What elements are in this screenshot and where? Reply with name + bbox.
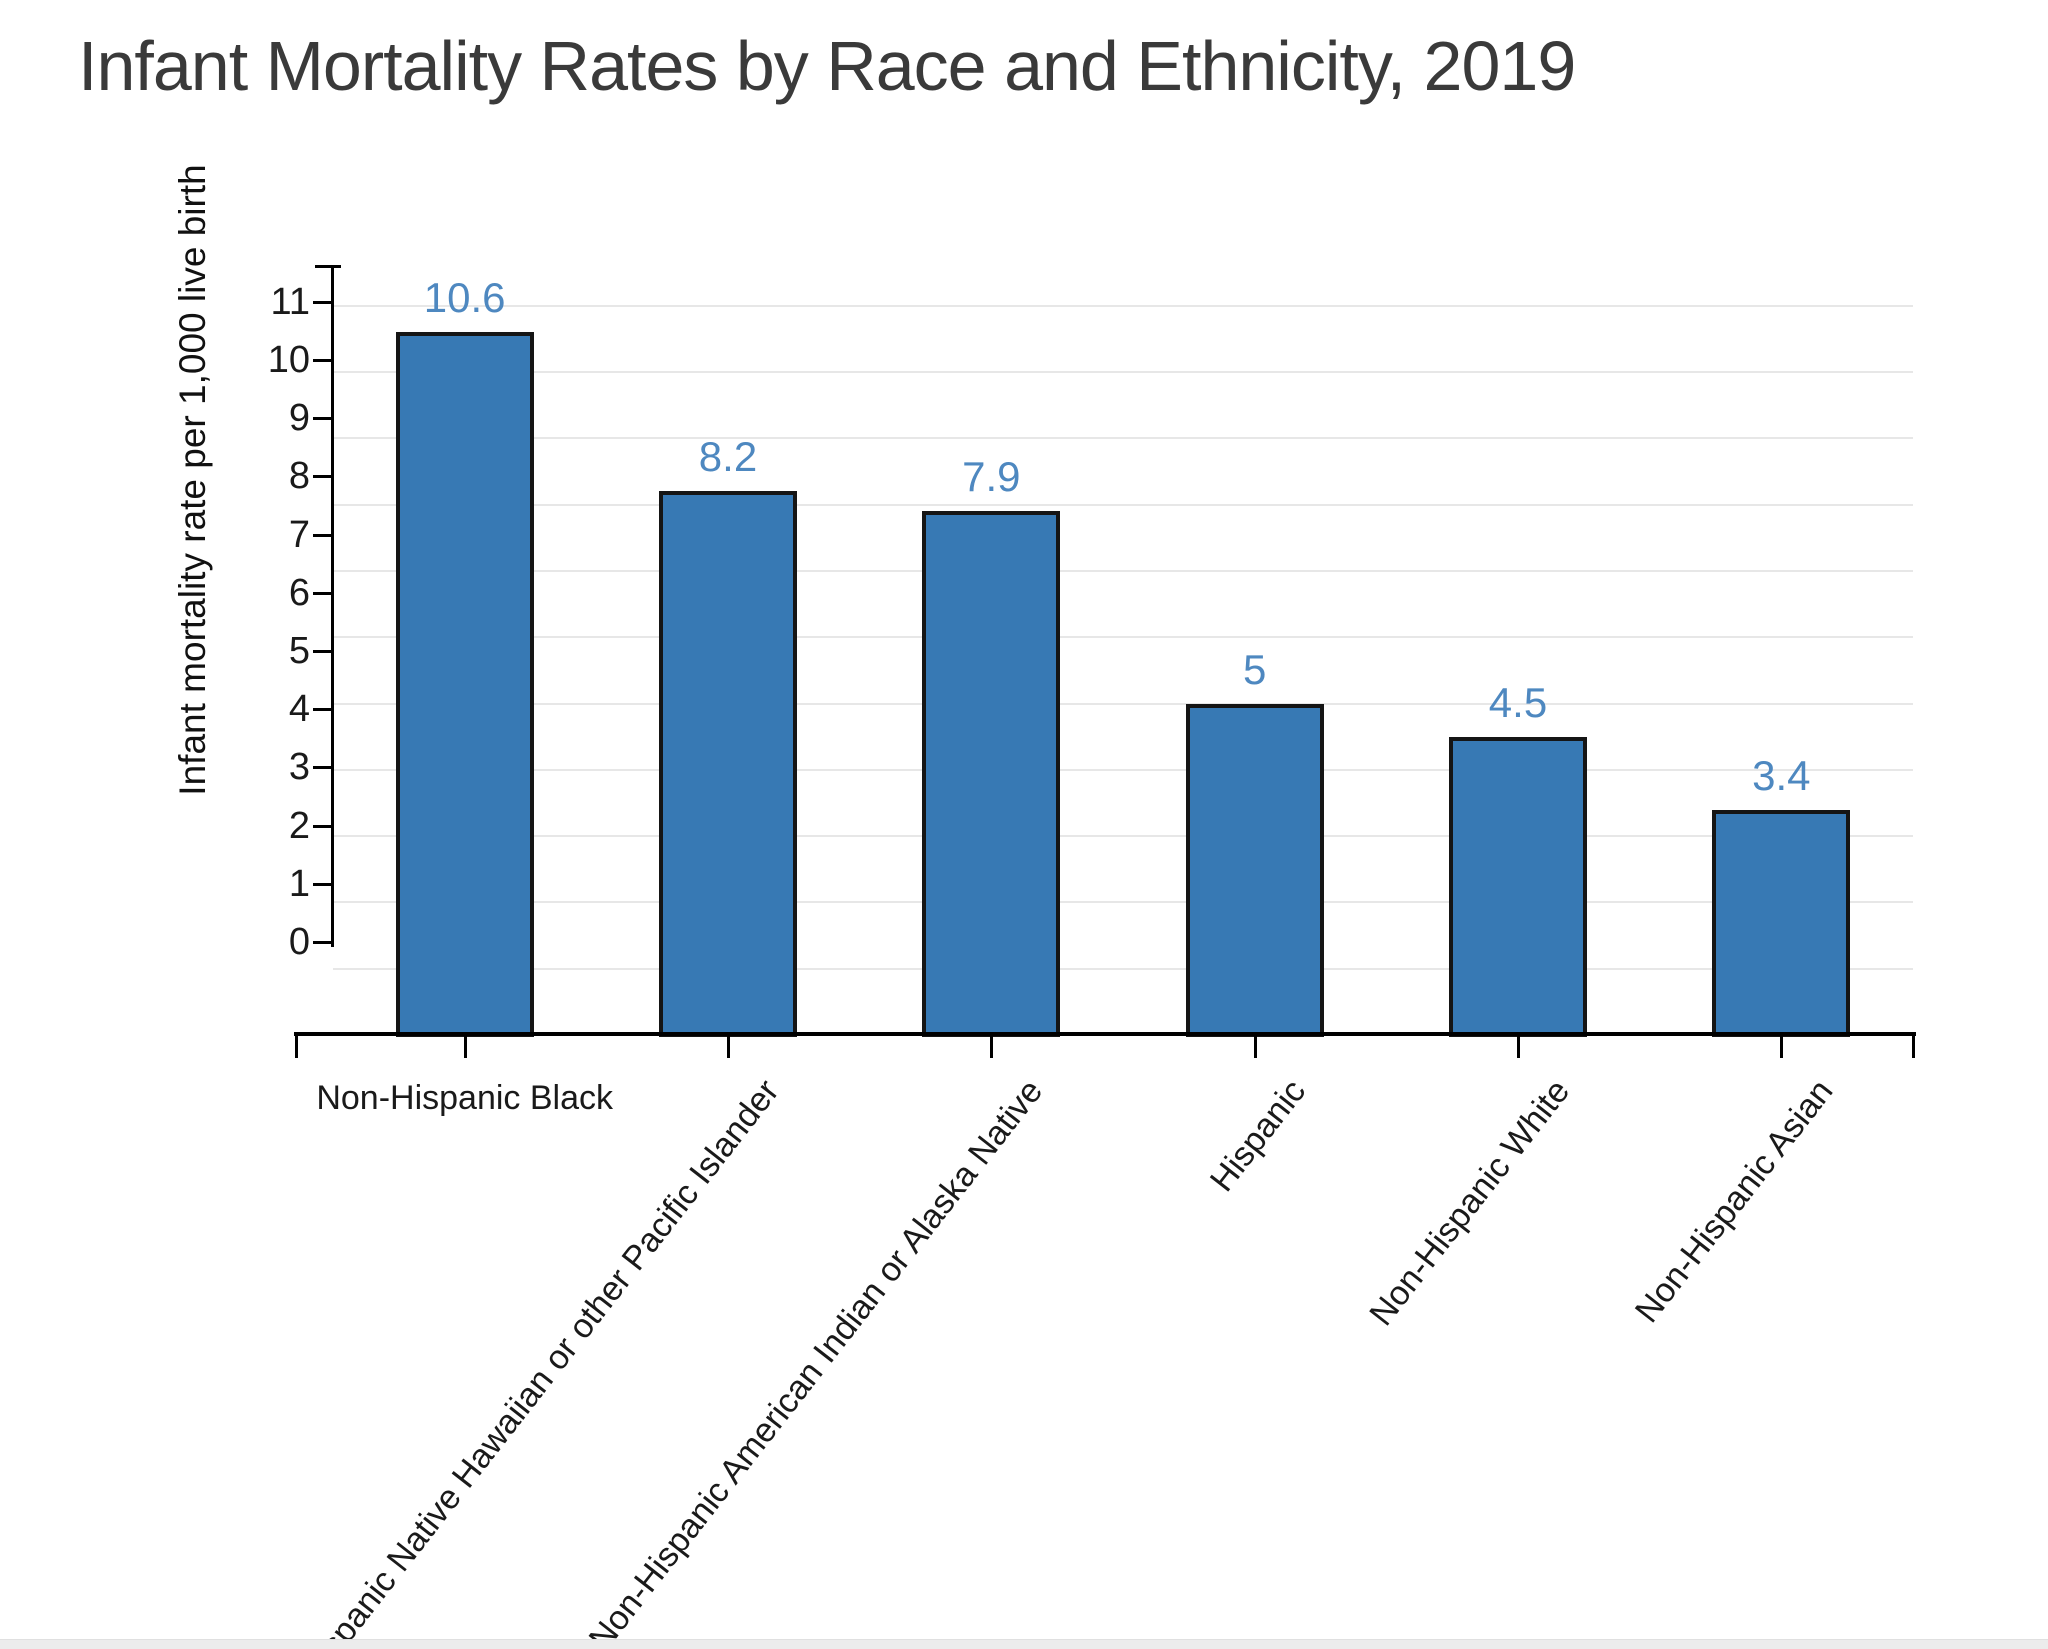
- gridline: [333, 371, 1913, 373]
- gridline: [333, 768, 1913, 771]
- y-axis-tick: [313, 300, 333, 304]
- x-axis-category-label: Non-Hispanic White: [1361, 1072, 1577, 1333]
- y-tick-label: 1: [288, 862, 310, 905]
- y-tick-label: 5: [288, 630, 310, 672]
- gridline: [333, 967, 1913, 970]
- x-axis-line: [294, 1032, 1916, 1036]
- y-axis-tick: [313, 533, 333, 537]
- x-axis-tick: [727, 1036, 730, 1058]
- gridline: [333, 636, 1913, 639]
- y-tick-label: 6: [288, 571, 310, 614]
- bar: [1185, 703, 1324, 1037]
- bar-value-label: 8.2: [698, 433, 758, 481]
- y-axis-tick: [313, 359, 333, 362]
- bar: [922, 511, 1061, 1037]
- gridline: [333, 702, 1913, 705]
- y-tick-label: 9: [288, 397, 310, 440]
- page-bottom-strip: [0, 1639, 2048, 1649]
- y-tick-label: 8: [288, 455, 310, 498]
- x-axis-category-label: Non-Hispanic American Indian or Alaska N…: [581, 1072, 1051, 1649]
- bar-value-label: 7.9: [962, 453, 1021, 501]
- gridline: [333, 901, 1913, 904]
- y-tick-label: 10: [267, 339, 310, 381]
- x-axis-category-label: Non-Hispanic Black: [316, 1079, 613, 1117]
- bar: [659, 491, 797, 1037]
- y-axis-tick: [313, 708, 333, 712]
- x-axis-tick: [463, 1036, 467, 1058]
- y-tick-label: 4: [288, 688, 310, 731]
- bar-value-label: 10.6: [423, 274, 506, 322]
- y-tick-label: 3: [288, 746, 310, 789]
- chart-title: Infant Mortality Rates by Race and Ethni…: [78, 27, 1576, 105]
- bar-value-label: 3.4: [1752, 751, 1811, 799]
- y-axis-tick: [313, 941, 333, 944]
- bar-value-label: 4.5: [1488, 678, 1548, 726]
- y-tick-label: 0: [288, 921, 310, 963]
- gridline: [333, 503, 1913, 506]
- y-axis-line: [331, 266, 334, 947]
- bar: [1449, 736, 1587, 1037]
- y-axis-tick: [313, 650, 333, 653]
- y-axis-tick: [313, 766, 333, 770]
- y-tick-label: 2: [288, 804, 310, 847]
- gridline: [333, 569, 1913, 572]
- y-axis-end-cap: [315, 265, 341, 268]
- gridline: [333, 304, 1913, 307]
- x-axis-tick: [1912, 1036, 1915, 1058]
- x-axis-tick: [990, 1036, 994, 1058]
- bar-value-label: 5: [1242, 645, 1267, 693]
- x-axis-category-label: Non-Hispanic Native Hawaiian or other Pa…: [248, 1072, 787, 1649]
- y-axis-tick: [313, 591, 333, 595]
- x-axis-tick: [1517, 1036, 1520, 1058]
- y-tick-label: 7: [288, 513, 310, 556]
- gridline: [333, 437, 1913, 440]
- y-tick-label: 11: [270, 280, 310, 323]
- bar: [395, 332, 534, 1037]
- x-axis-category-label: Hispanic: [1203, 1072, 1314, 1199]
- bar: [1712, 809, 1851, 1037]
- x-axis-category-label: Non-Hispanic Asian: [1627, 1072, 1841, 1330]
- x-axis-tick: [295, 1036, 298, 1058]
- y-axis-tick: [313, 475, 333, 479]
- x-axis-tick: [1780, 1036, 1784, 1058]
- y-axis-tick: [313, 417, 333, 421]
- y-axis-tick: [313, 824, 333, 828]
- gridline: [333, 835, 1913, 838]
- x-axis-tick: [1253, 1036, 1257, 1058]
- y-axis-tick: [313, 882, 333, 886]
